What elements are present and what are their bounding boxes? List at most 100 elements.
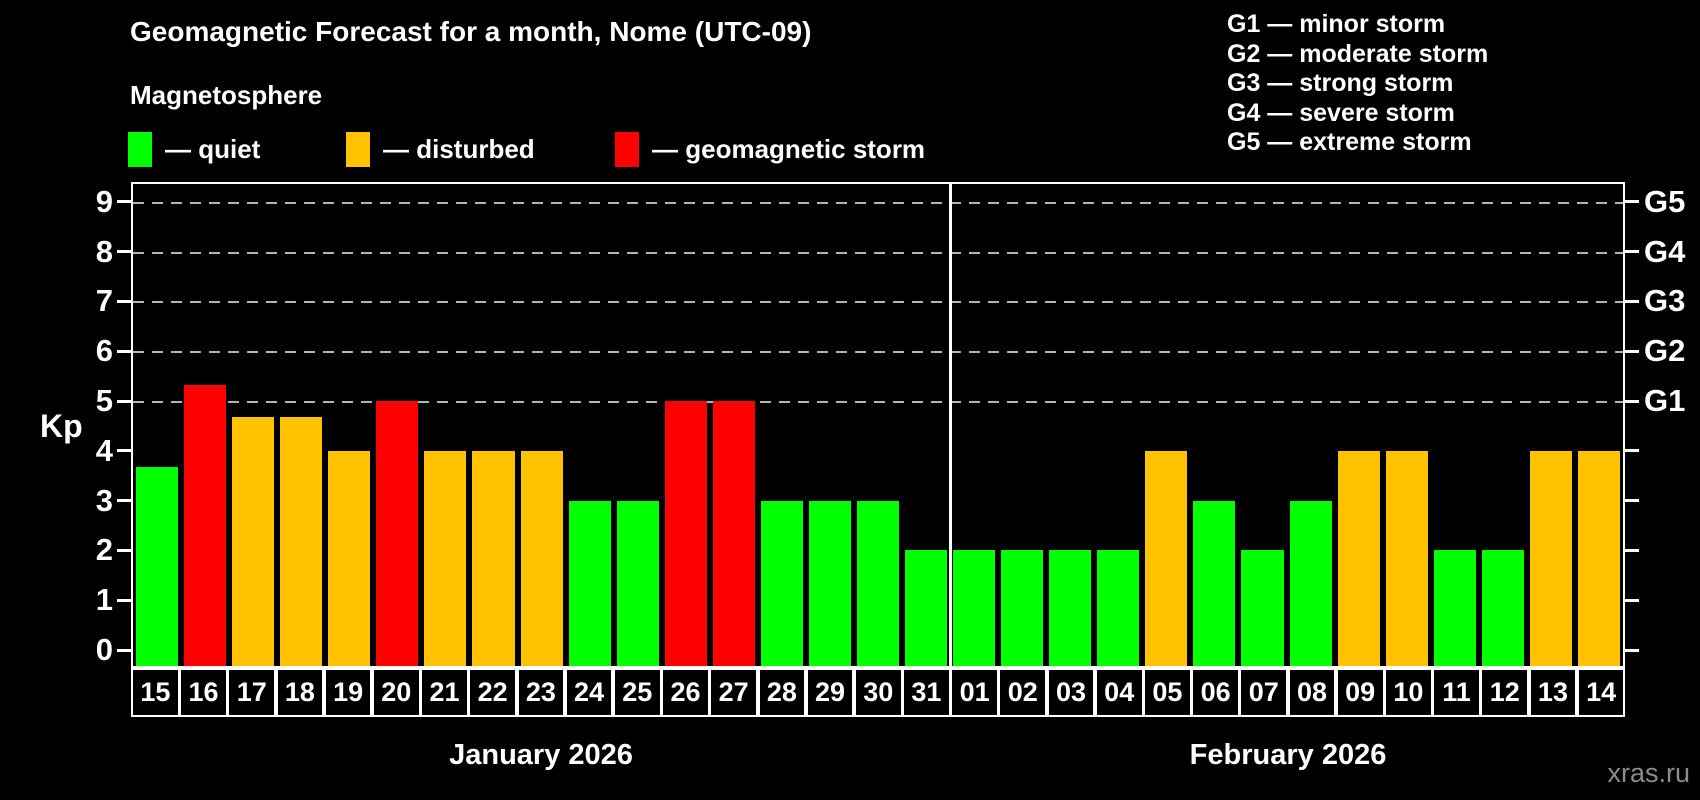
y-tick-label-4: 4: [95, 432, 113, 468]
gridline-kp5: [133, 401, 1623, 403]
day-label-22: 22: [468, 668, 518, 717]
day-label-10: 10: [1384, 668, 1433, 717]
kp-bar-day-17: [232, 417, 275, 666]
left-tick-kp6: [117, 349, 131, 353]
day-label-25: 25: [612, 668, 662, 717]
kp-bar-day-25: [616, 500, 659, 666]
day-label-09: 09: [1335, 668, 1385, 717]
right-tick-kp5: [1625, 399, 1639, 403]
day-label-17: 17: [227, 668, 277, 717]
kp-bar-day-09: [1337, 450, 1380, 666]
legend-item-storm: — geomagnetic storm: [615, 130, 925, 168]
left-tick-kp1: [117, 598, 131, 602]
day-label-23: 23: [516, 668, 566, 717]
day-label-18: 18: [275, 668, 325, 717]
right-tick-kp7: [1625, 299, 1639, 303]
day-label-01: 01: [950, 668, 999, 717]
left-tick-kp5: [117, 399, 131, 403]
kp-bar-day-08: [1289, 500, 1332, 666]
page-title: Geomagnetic Forecast for a month, Nome (…: [130, 16, 812, 47]
left-tick-kp3: [117, 499, 131, 503]
kp-bar-day-19: [328, 450, 371, 666]
right-tick-kp9: [1625, 200, 1639, 204]
day-label-11: 11: [1432, 668, 1481, 717]
g4-legend-line: G4 — severe storm: [1227, 98, 1455, 127]
left-tick-kp2: [117, 548, 131, 552]
day-label-06: 06: [1191, 668, 1240, 717]
g3-legend-line: G3 — strong storm: [1227, 69, 1454, 97]
day-label-26: 26: [661, 668, 710, 717]
right-tick-kp3: [1625, 499, 1639, 503]
kp-bar-day-22: [472, 450, 515, 666]
day-label-12: 12: [1480, 668, 1530, 717]
day-label-27: 27: [709, 668, 758, 717]
kp-bar-day-07: [1241, 550, 1284, 666]
left-tick-kp0: [117, 648, 131, 652]
y-tick-label-3: 3: [95, 482, 113, 518]
day-label-03: 03: [1046, 668, 1096, 717]
day-label-05: 05: [1143, 668, 1192, 717]
right-tick-kp0: [1625, 648, 1639, 652]
kp-bar-day-03: [1049, 550, 1092, 666]
kp-bar-day-31: [905, 550, 948, 666]
right-tick-kp1: [1625, 598, 1639, 602]
day-label-28: 28: [757, 668, 807, 717]
month-label-january: January 2026: [449, 739, 633, 771]
g1-legend-line: G1 — minor storm: [1227, 10, 1446, 38]
kp-bar-day-10: [1385, 450, 1428, 666]
plot-area: [131, 182, 1625, 668]
quiet-color-swatch: [128, 131, 152, 167]
month-label-february: February 2026: [1189, 739, 1387, 771]
left-tick-kp8: [117, 250, 131, 254]
kp-bar-day-29: [808, 500, 851, 666]
kp-bar-day-28: [760, 500, 803, 666]
g-scale-label-G1: G1: [1644, 383, 1686, 418]
g5-legend-line: G5 — extreme storm: [1227, 128, 1472, 156]
kp-bar-day-27: [712, 401, 755, 666]
storm-color-swatch: [615, 131, 639, 167]
day-label-31: 31: [902, 668, 951, 717]
right-tick-kp2: [1625, 548, 1639, 552]
kp-bar-day-01: [953, 550, 996, 666]
g-scale-label-G2: G2: [1644, 333, 1686, 369]
legend-item-disturbed: — disturbed: [346, 130, 535, 168]
y-tick-label-8: 8: [95, 233, 113, 269]
kp-bar-day-30: [856, 500, 900, 666]
y-tick-label-1: 1: [95, 582, 113, 618]
magnetosphere-label: Magnetosphere: [130, 80, 323, 110]
y-tick-label-0: 0: [95, 632, 113, 667]
kp-bar-day-23: [520, 450, 563, 666]
kp-bar-day-14: [1577, 450, 1620, 666]
right-tick-kp8: [1625, 250, 1639, 254]
legend-item-quiet: — quiet: [128, 130, 260, 168]
y-axis-title: Kp: [40, 408, 83, 444]
g-scale-legend: G1 — minor storm G2 — moderate storm G3 …: [1227, 10, 1488, 158]
right-tick-kp6: [1625, 349, 1639, 353]
y-tick-label-9: 9: [95, 183, 113, 219]
day-label-30: 30: [853, 668, 903, 717]
month-separator-line: [948, 184, 952, 666]
legend-label-storm: — geomagnetic storm: [652, 133, 926, 164]
kp-bar-day-02: [1001, 550, 1044, 666]
kp-bar-day-05: [1145, 450, 1188, 666]
kp-bar-day-06: [1193, 500, 1236, 666]
kp-bar-day-16: [184, 384, 227, 666]
y-tick-label-7: 7: [95, 283, 113, 319]
kp-bar-day-18: [280, 417, 323, 666]
g-scale-label-G4: G4: [1644, 233, 1686, 269]
g-scale-label-G5: G5: [1644, 183, 1686, 219]
day-label-13: 13: [1528, 668, 1578, 717]
kp-bar-day-15: [136, 467, 179, 666]
day-label-04: 04: [1094, 668, 1144, 717]
gridline-kp6: [133, 351, 1623, 354]
right-tick-kp4: [1625, 449, 1639, 453]
kp-bar-day-12: [1481, 550, 1524, 666]
y-tick-label-6: 6: [95, 333, 113, 369]
kp-bar-day-11: [1433, 550, 1476, 666]
day-label-21: 21: [420, 668, 469, 717]
day-label-14: 14: [1576, 668, 1626, 717]
legend-label-disturbed: — disturbed: [383, 133, 535, 164]
day-label-16: 16: [179, 668, 228, 717]
day-label-07: 07: [1239, 668, 1289, 717]
legend-label-quiet: — quiet: [165, 133, 261, 164]
